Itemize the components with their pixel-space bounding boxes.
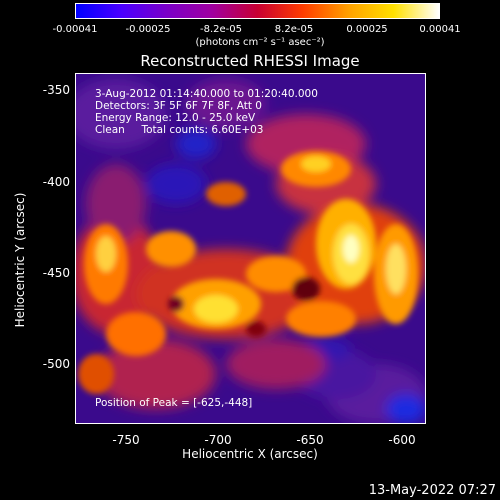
image-plot-area: 3-Aug-2012 01:14:40.000 to 01:20:40.000 …	[75, 73, 426, 424]
colorbar-tick: -0.00025	[125, 24, 171, 35]
x-axis-label: Heliocentric X (arcsec)	[182, 447, 318, 461]
colorbar	[75, 3, 440, 19]
y-tick-label: -500	[42, 357, 70, 371]
clean-counts-label: Clean Total counts: 6.60E+03	[95, 124, 264, 136]
energy-range-label: Energy Range: 12.0 - 25.0 keV	[95, 112, 256, 124]
colorbar-tick: 0.00025	[346, 24, 388, 35]
peak-position-label: Position of Peak = [-625,-448]	[95, 397, 253, 409]
x-tick-label: -700	[204, 433, 232, 447]
rhessi-image	[76, 74, 425, 423]
time-range-label: 3-Aug-2012 01:14:40.000 to 01:20:40.000	[95, 88, 318, 100]
y-tick-label: -350	[42, 83, 70, 97]
colorbar-tick: 8.2e-05	[274, 24, 314, 35]
colorbar-tick: -8.2e-05	[200, 24, 242, 35]
x-tick-label: -650	[296, 433, 324, 447]
y-axis-label: Heliocentric Y (arcsec)	[13, 192, 27, 328]
colorbar-tick: -0.00041	[52, 24, 98, 35]
x-tick-label: -750	[112, 433, 140, 447]
image-title: Reconstructed RHESSI Image	[140, 52, 360, 70]
x-tick-label: -600	[388, 433, 416, 447]
detectors-label: Detectors: 3F 5F 6F 7F 8F, Att 0	[95, 100, 262, 112]
colorbar-unit-label: (photons cm⁻² s⁻¹ asec⁻²)	[195, 37, 325, 48]
colorbar-tick: 0.00041	[419, 24, 461, 35]
timestamp: 13-May-2022 07:27	[368, 483, 496, 498]
y-tick-label: -450	[42, 266, 70, 280]
y-tick-label: -400	[42, 175, 70, 189]
